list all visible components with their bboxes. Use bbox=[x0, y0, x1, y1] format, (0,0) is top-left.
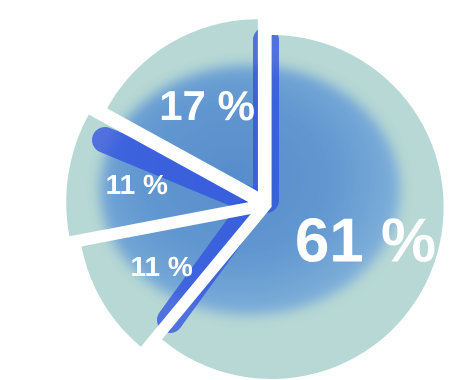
pie-slice-label-3: 11 % bbox=[106, 169, 168, 200]
pie-slice-label-4: 17 % bbox=[159, 82, 255, 129]
pie-slice-label-1: 61 % bbox=[295, 206, 436, 275]
watercolor-streak-2 bbox=[92, 127, 263, 213]
pie-slice-label-2: 11 % bbox=[131, 251, 193, 282]
